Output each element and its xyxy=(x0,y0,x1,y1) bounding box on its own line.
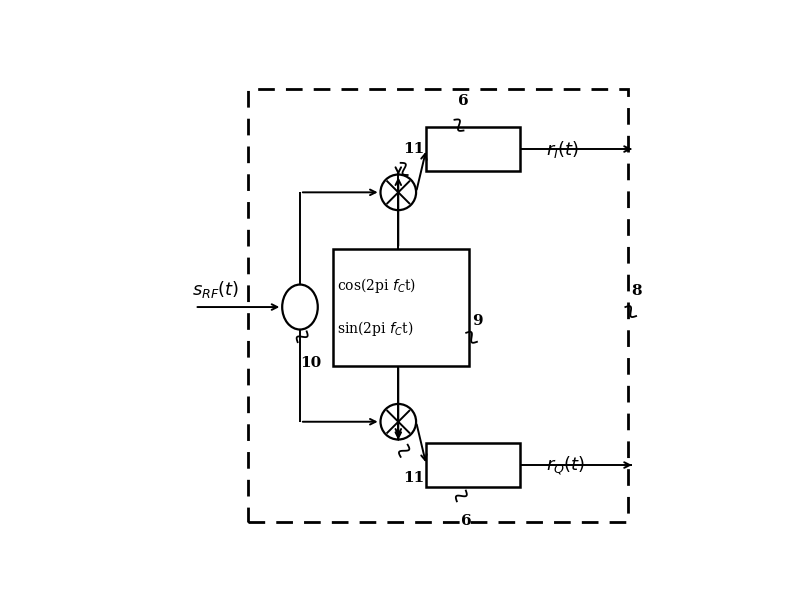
Text: $r_I(t)$: $r_I(t)$ xyxy=(546,139,579,160)
Text: 9: 9 xyxy=(472,314,482,328)
Text: $r_Q(t)$: $r_Q(t)$ xyxy=(546,454,585,477)
Text: 6: 6 xyxy=(461,514,471,528)
Text: 11: 11 xyxy=(403,471,424,485)
Text: cos(2pi $f_C$t): cos(2pi $f_C$t) xyxy=(338,277,417,295)
Text: $s_{RF}(t)$: $s_{RF}(t)$ xyxy=(192,279,240,300)
Text: 10: 10 xyxy=(300,356,322,370)
Text: 6: 6 xyxy=(458,94,469,108)
Text: 11: 11 xyxy=(403,142,424,156)
Text: 8: 8 xyxy=(631,284,642,298)
Text: sin(2pi $f_C$t): sin(2pi $f_C$t) xyxy=(338,319,414,337)
